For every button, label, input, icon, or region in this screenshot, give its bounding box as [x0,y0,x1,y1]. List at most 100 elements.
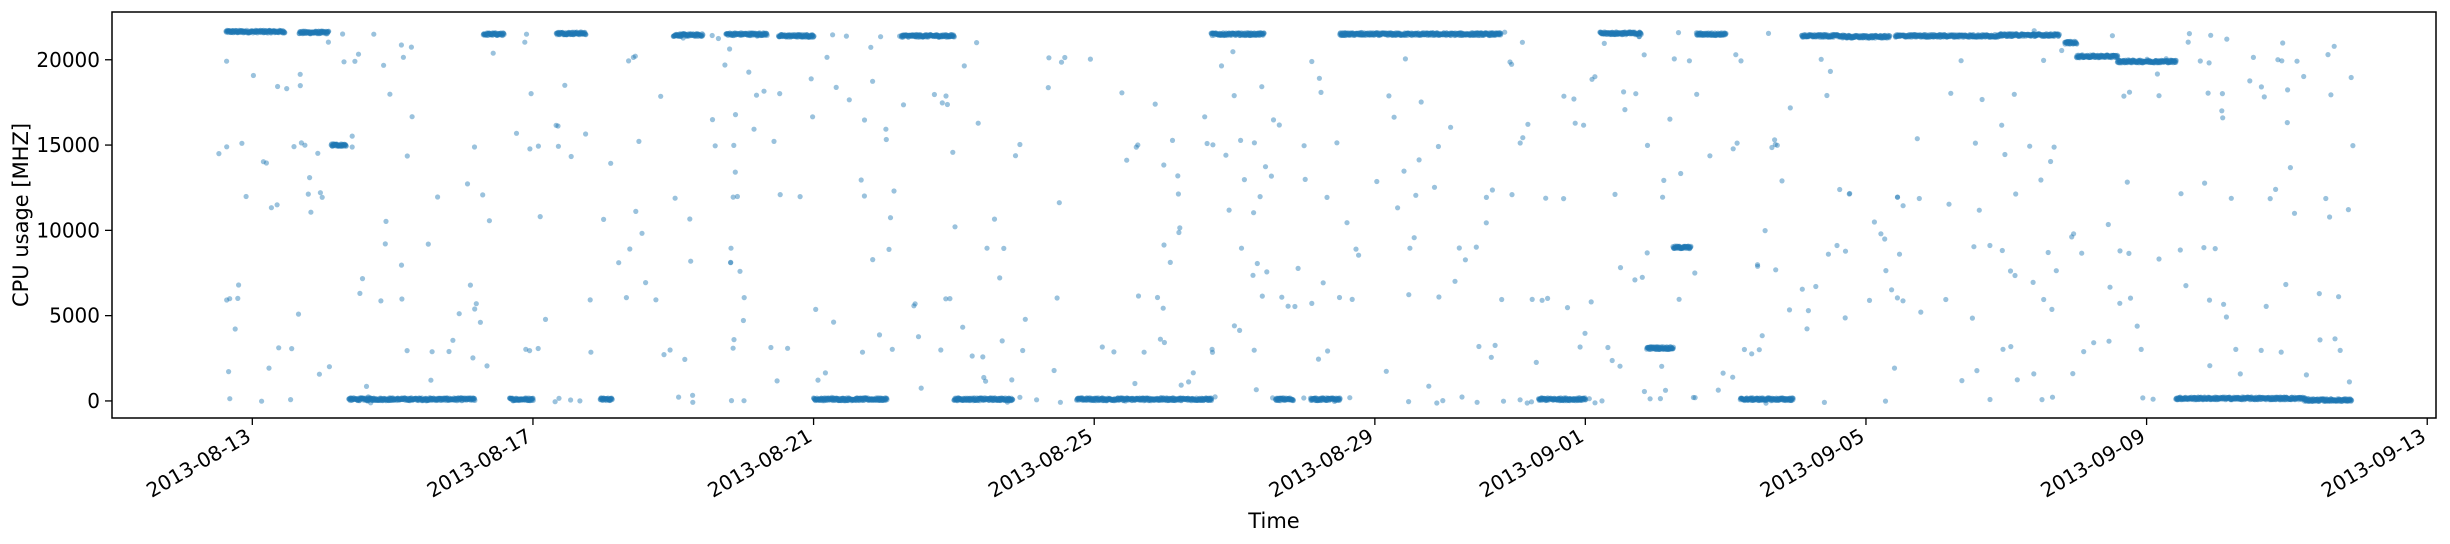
data-point [2349,397,2355,403]
data-point [265,29,271,35]
data-point [485,32,491,38]
data-point [300,30,307,36]
data-point [238,28,244,34]
data-point [273,29,279,35]
data-point [552,399,558,405]
data-point [507,395,513,401]
data-point [340,142,346,148]
data-point [363,395,369,401]
data-point [510,398,516,404]
data-point [406,395,412,401]
data-point [419,395,425,401]
data-point [374,397,380,403]
data-point [425,397,431,403]
data-point [303,30,309,36]
data-point [275,29,281,35]
data-point [406,397,412,403]
data-point [306,30,312,36]
data-point [428,396,434,403]
data-point [489,32,495,38]
data-point [2219,91,2225,97]
data-point [2048,158,2054,165]
data-point [262,29,268,35]
data-point [661,352,667,358]
data-point [401,396,407,402]
data-point [346,396,352,402]
data-point [441,395,447,401]
data-point [326,28,332,34]
data-point [381,396,387,402]
data-point [2027,143,2033,149]
data-point [255,28,261,34]
data-point [530,397,536,403]
data-point [311,29,317,35]
data-point [265,28,271,34]
data-point [242,29,248,35]
data-point [427,396,433,402]
data-point [876,332,883,338]
data-point [430,395,436,401]
data-point [1318,89,1324,95]
data-point [348,395,354,401]
data-point [443,397,449,404]
data-point [240,28,247,34]
data-point [432,397,438,403]
data-point [473,301,479,307]
data-point [312,28,318,34]
data-point [296,30,303,37]
data-point [370,395,376,401]
data-point [259,28,265,34]
data-point [339,143,345,149]
data-point [350,396,357,402]
data-point [269,28,275,35]
data-point [418,397,425,404]
data-point [315,30,321,36]
data-point [494,32,501,38]
data-point [335,143,341,149]
data-point [452,397,458,403]
data-point [414,397,420,403]
data-point [1315,356,1322,362]
data-point [448,397,454,403]
data-point [395,395,401,401]
data-point [495,30,501,36]
data-point [483,31,490,37]
data-point [314,28,320,34]
data-point [272,29,278,35]
data-point [440,396,446,403]
data-point [1957,32,1963,38]
data-point [377,397,383,403]
data-point [511,396,517,402]
data-point [435,397,441,403]
data-points-layer [216,27,2356,406]
data-point [356,396,362,402]
data-point [490,32,496,38]
data-point [357,395,363,401]
data-point [444,395,450,401]
data-point [489,30,495,36]
data-point [891,188,897,194]
data-point [275,29,281,35]
data-point [384,396,391,402]
data-point [298,29,304,35]
data-point [239,28,246,34]
data-point [366,395,372,401]
data-point [347,396,353,402]
data-point [950,149,956,155]
data-point [1738,58,1744,64]
data-point [516,397,522,404]
data-point [346,395,353,402]
data-point [409,395,415,401]
data-point [226,28,232,34]
data-point [256,28,262,34]
data-point [412,396,418,402]
data-point [462,397,468,403]
data-point [434,395,440,401]
data-point [1290,397,1296,404]
data-point [413,397,419,403]
data-point [1261,30,1267,36]
data-point [451,395,457,401]
data-point [379,396,385,402]
data-point [416,397,422,404]
data-point [389,395,395,401]
